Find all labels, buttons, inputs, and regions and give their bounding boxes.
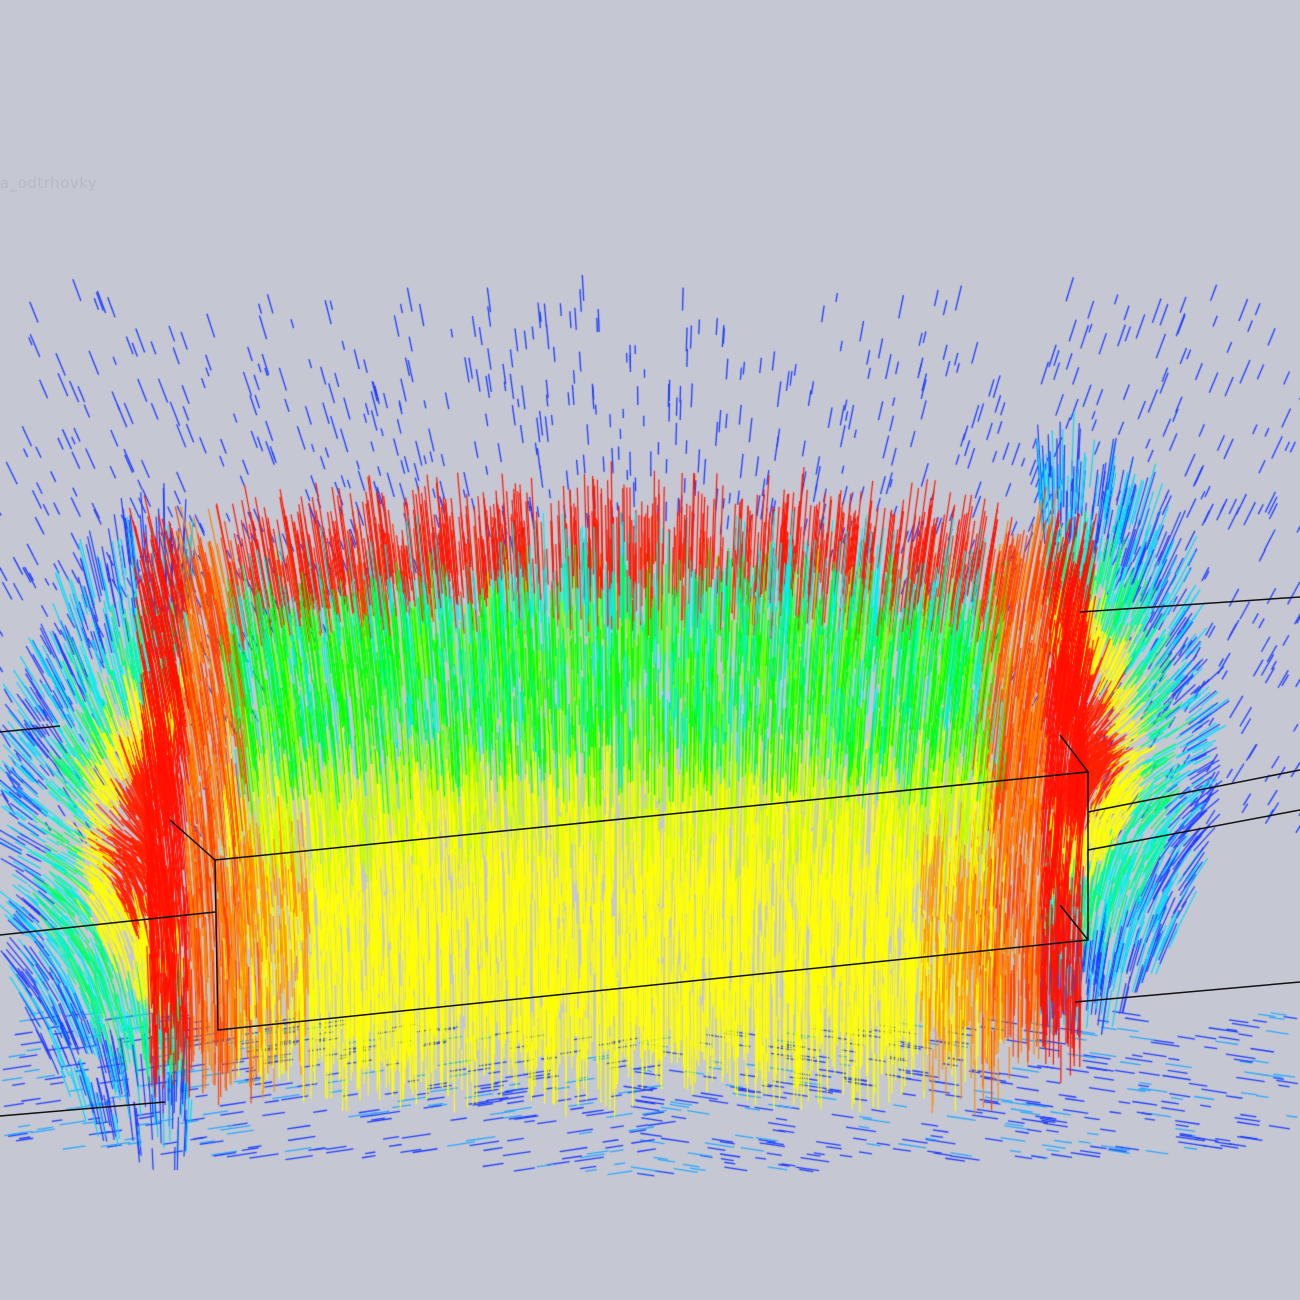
- domain-edge: [0, 725, 61, 733]
- domain-edge: [1087, 769, 1300, 813]
- domain-edge: [0, 1101, 166, 1117]
- domain-edge: [1074, 981, 1300, 1003]
- box-edge: [1059, 904, 1089, 941]
- box-front-face: [214, 771, 1089, 1031]
- box-edge: [169, 819, 216, 861]
- domain-edge: [1087, 809, 1300, 851]
- domain-edge: [0, 911, 216, 936]
- domain-edge: [1079, 596, 1300, 613]
- box-edge: [1059, 734, 1089, 773]
